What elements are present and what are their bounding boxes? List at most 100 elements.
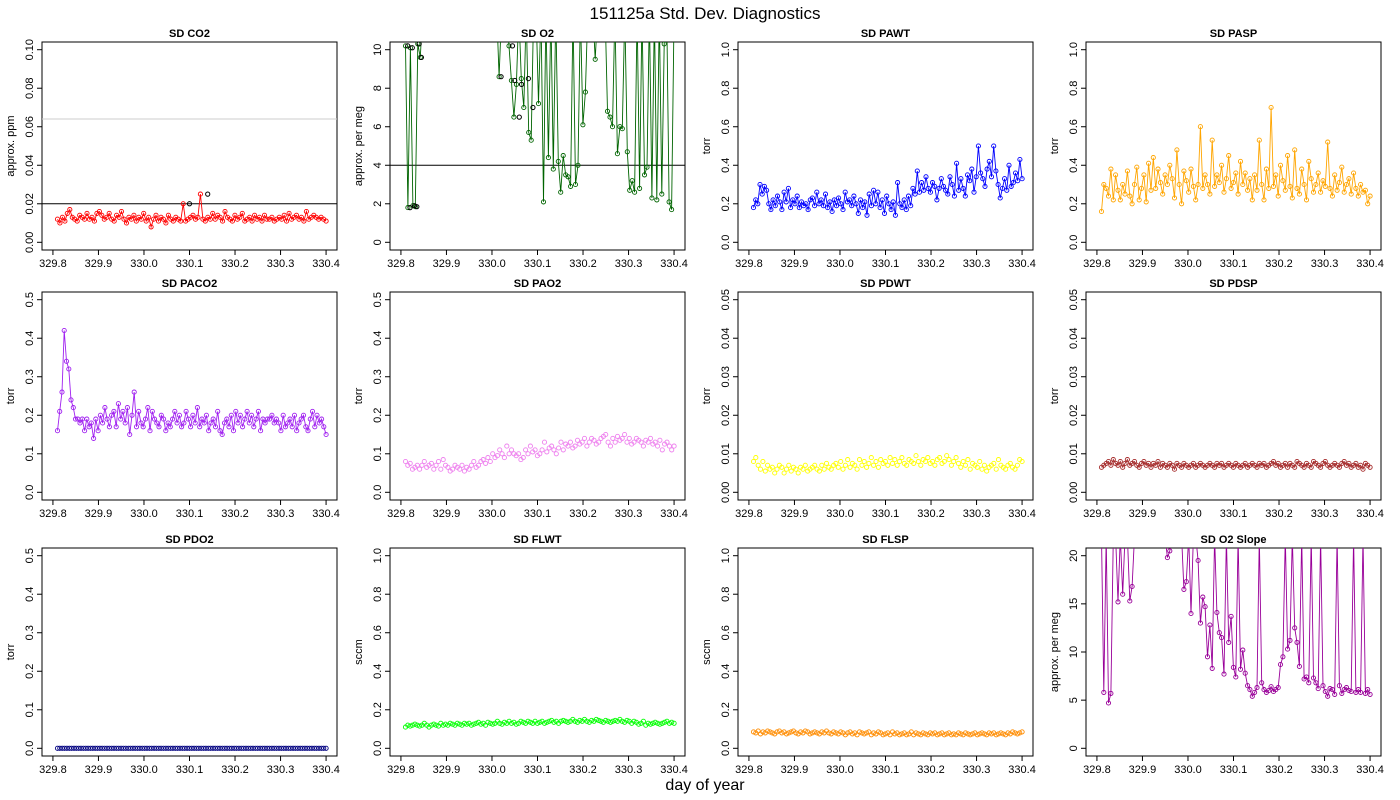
data-point [142, 745, 148, 751]
y-tick-label: 0.5 [24, 292, 36, 307]
data-point [407, 460, 413, 466]
data-point [495, 9, 499, 13]
data-point [1195, 557, 1201, 564]
data-point [1108, 690, 1114, 696]
data-point [866, 460, 872, 466]
data-point [208, 420, 214, 426]
data-point [760, 458, 766, 465]
data-point [861, 731, 867, 737]
data-point [482, 9, 486, 13]
data-point [1313, 181, 1319, 188]
data-point [183, 408, 189, 414]
y-tick-label: 0.2 [372, 408, 384, 423]
data-point [123, 220, 130, 226]
data-point [54, 745, 61, 751]
data-point [589, 717, 595, 723]
data-point [172, 408, 178, 414]
data-point [1294, 185, 1300, 191]
x-tick-label: 330.2 [569, 508, 597, 520]
data-point [158, 745, 164, 751]
data-point [774, 466, 780, 472]
data-point [192, 420, 198, 426]
data-point [1135, 534, 1139, 538]
data-point [291, 412, 298, 418]
data-point [293, 212, 300, 218]
data-point [1339, 164, 1345, 170]
x-tick-label: 329.9 [781, 258, 809, 270]
data-point [951, 731, 957, 737]
y-axis-label: sccm [353, 639, 365, 665]
data-point [1289, 195, 1295, 201]
data-point [889, 460, 896, 466]
data-point [1171, 466, 1178, 472]
data-point [109, 412, 115, 418]
x-tick-label: 330.2 [1265, 258, 1293, 270]
data-point [1105, 193, 1112, 199]
data-point [853, 201, 859, 207]
y-tick-label: 0.00 [24, 232, 36, 253]
data-point [314, 745, 320, 751]
data-point [504, 443, 510, 449]
data-point [96, 208, 102, 215]
data-point [572, 718, 578, 724]
data-point [1320, 178, 1326, 184]
data-point [578, 9, 582, 13]
data-point [259, 218, 265, 224]
data-point [871, 730, 877, 736]
data-point [471, 721, 477, 727]
data-point [932, 183, 938, 189]
data-point [927, 189, 933, 195]
data-point [199, 416, 205, 422]
data-point [1336, 464, 1342, 470]
data-point [177, 745, 183, 751]
data-point [1150, 155, 1156, 161]
data-point [1183, 178, 1189, 184]
data-point [937, 731, 943, 737]
x-tick-label: 330.2 [569, 764, 597, 776]
data-point [975, 143, 981, 149]
data-point [991, 460, 997, 466]
data-point [541, 439, 548, 445]
data-point [269, 214, 275, 220]
y-tick-label: 0 [372, 239, 384, 245]
data-point [636, 721, 642, 727]
x-tick-label: 329.8 [39, 258, 67, 270]
y-tick-label: 0.2 [720, 702, 732, 717]
data-point [472, 9, 476, 13]
data-point [899, 205, 905, 211]
data-point [309, 408, 316, 414]
data-point [993, 168, 999, 174]
data-point [915, 731, 921, 737]
data-point [318, 745, 324, 751]
data-point [614, 151, 620, 157]
data-point [286, 210, 292, 216]
data-point [857, 197, 864, 203]
x-tick-label: 330.0 [1174, 258, 1202, 270]
data-point [229, 218, 235, 224]
data-point [118, 416, 124, 422]
data-point [1277, 162, 1284, 168]
data-point [1280, 654, 1286, 660]
data-point [1242, 670, 1248, 676]
data-point [1299, 166, 1305, 172]
data-point [1346, 460, 1352, 466]
data-point [220, 218, 226, 224]
data-point [523, 447, 529, 453]
data-point [965, 457, 971, 463]
data-point [142, 416, 149, 422]
data-point [962, 462, 969, 468]
data-point [195, 214, 201, 220]
data-point [798, 729, 804, 735]
data-point [271, 745, 277, 751]
data-point [116, 745, 122, 751]
data-point [433, 462, 439, 468]
data-point [158, 412, 164, 418]
data-point [977, 458, 983, 465]
x-tick-label: 330.1 [176, 258, 204, 270]
chart-panel-3: SD PAWT 329.8 329.9 330.0 330.1 330.2 330.3 330… [701, 28, 1036, 270]
data-point [84, 210, 90, 216]
data-point [499, 451, 505, 457]
data-point [934, 197, 940, 203]
data-point [614, 433, 621, 439]
data-point [880, 732, 886, 738]
